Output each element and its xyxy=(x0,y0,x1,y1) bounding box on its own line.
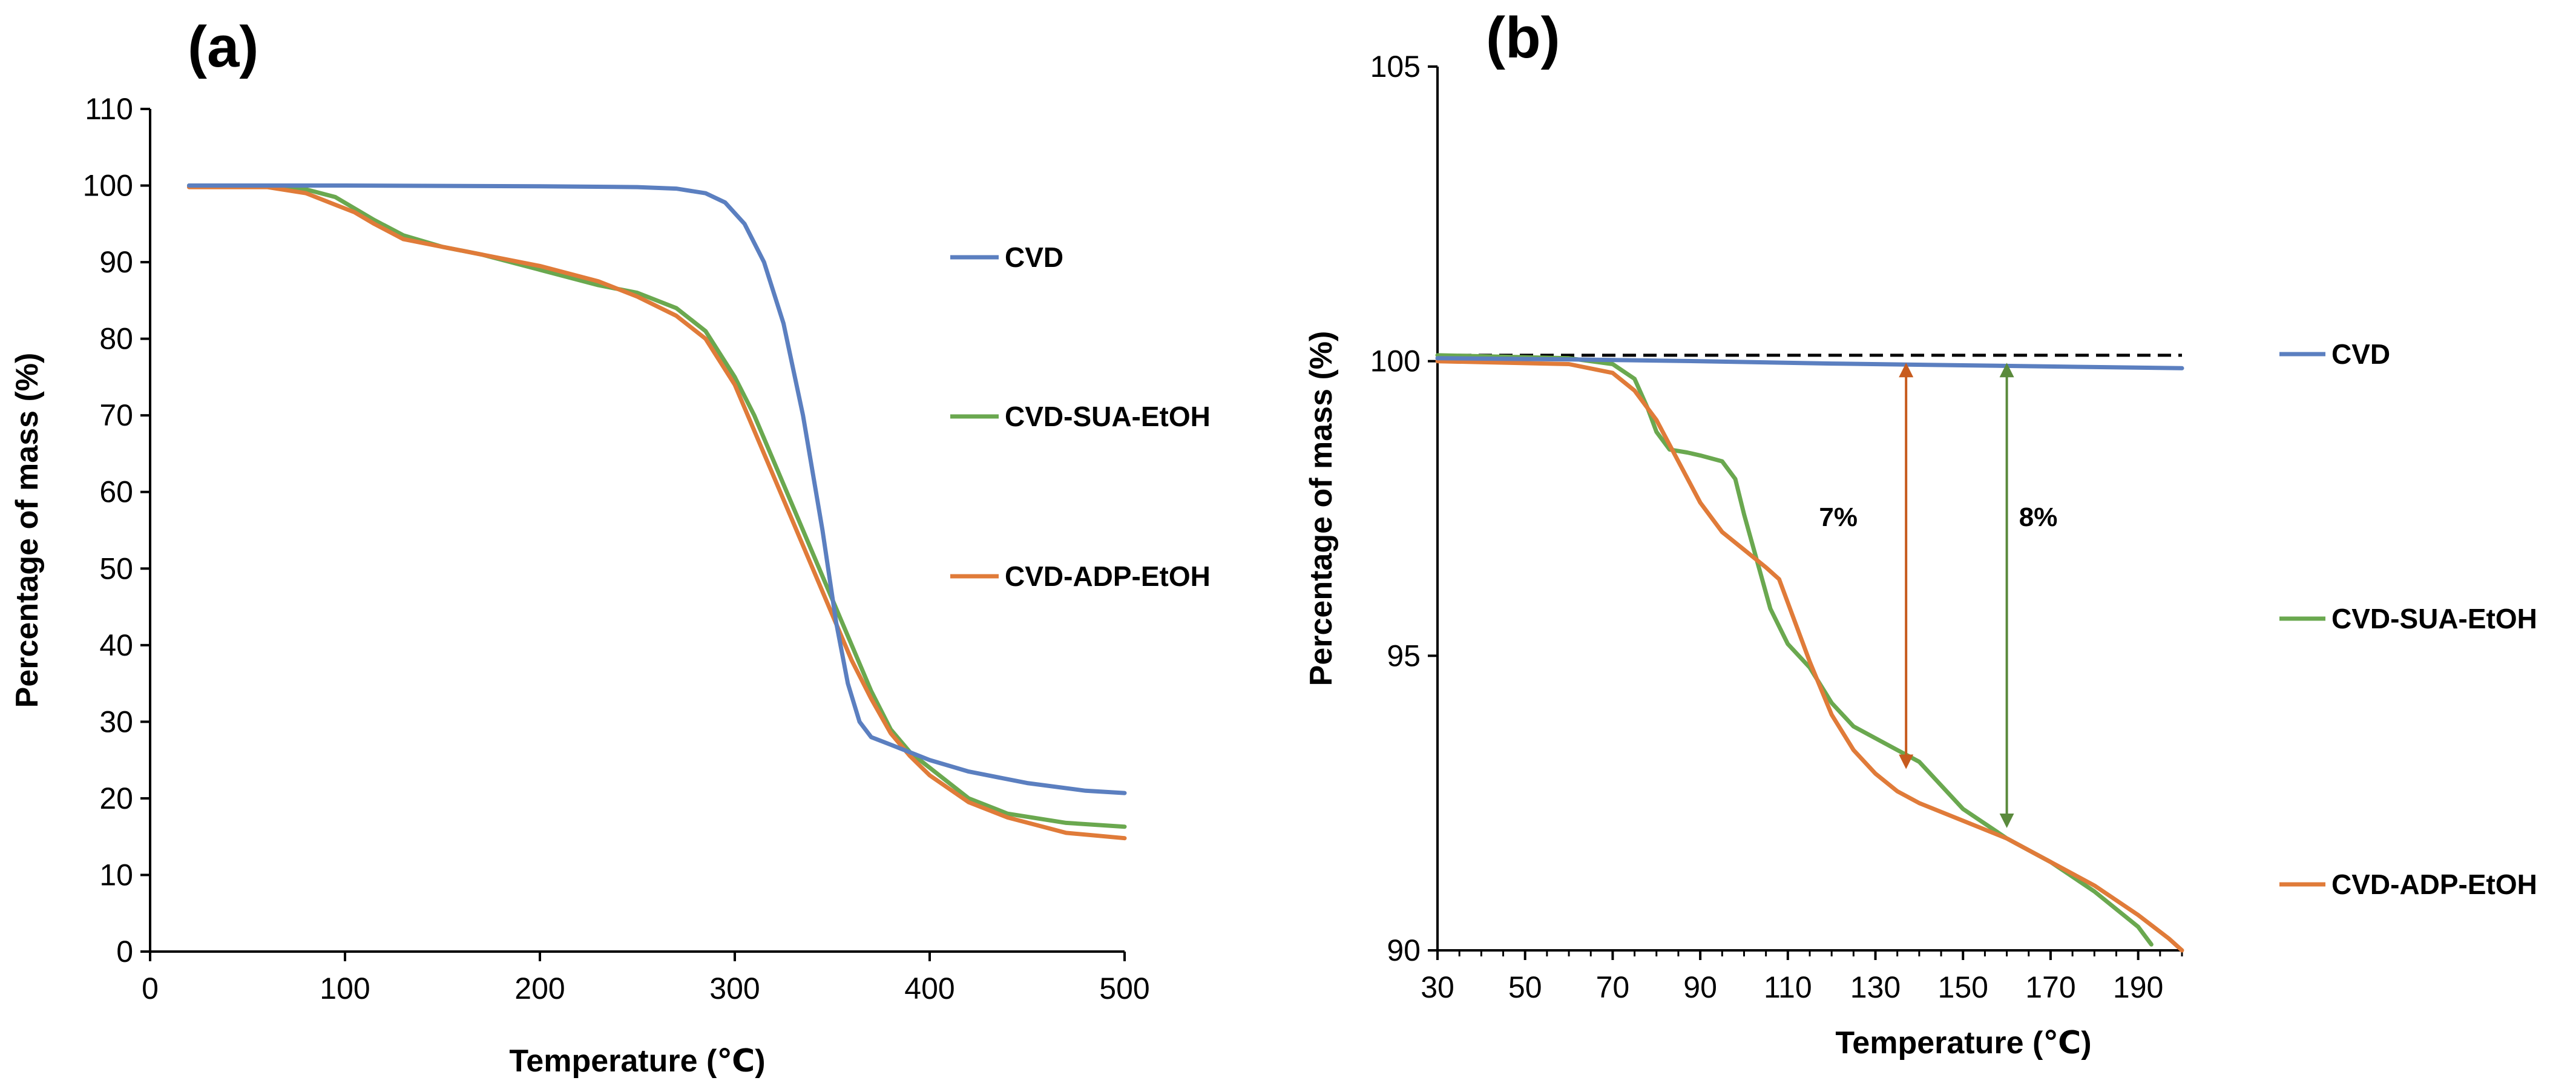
x-tick-label-a-200: 200 xyxy=(514,972,565,1005)
legend-b-label-cvd: CVD xyxy=(2331,338,2390,370)
series-line-a-cvd-adp-etoh xyxy=(186,185,1127,841)
x-tick-label-b-70: 70 xyxy=(1596,970,1630,1004)
y-tick-label-a-70: 70 xyxy=(99,398,133,432)
y-tick-label-a-90: 90 xyxy=(99,245,133,279)
y-tick-label-a-60: 60 xyxy=(99,475,133,509)
annotation-label-0: 7% xyxy=(1819,502,1858,532)
x-tick-label-b-150: 150 xyxy=(1938,970,1988,1004)
x-axis-title-b: Temperature (℃) xyxy=(1835,1025,2091,1061)
y-tick-label-a-100: 100 xyxy=(83,169,133,203)
legend-a-label-sua: CVD-SUA-EtOH xyxy=(1005,401,1211,432)
x-tick-label-b-90: 90 xyxy=(1683,970,1717,1004)
x-tick-label-a-0: 0 xyxy=(142,972,159,1005)
x-tick-label-b-110: 110 xyxy=(1764,970,1812,1004)
legend-a: CVD CVD-SUA-EtOH CVD-ADP-EtOH xyxy=(950,242,1211,592)
y-axis-title-a: Percentage of mass (%) xyxy=(10,353,45,708)
x-tick-label-b-130: 130 xyxy=(1850,970,1901,1004)
x-tick-label-b-30: 30 xyxy=(1421,970,1454,1004)
x-tick-label-a-500: 500 xyxy=(1099,972,1149,1005)
panel-b-label: (b) xyxy=(1486,5,1560,70)
x-tick-label-a-300: 300 xyxy=(709,972,760,1005)
y-tick-label-a-110: 110 xyxy=(85,92,133,126)
y-tick-label-a-20: 20 xyxy=(99,781,133,815)
x-tick-label-a-100: 100 xyxy=(320,972,370,1005)
chart-panel-b: (b) 90 95 100 105 30 50 70 90 110 130 150 170 190 7… xyxy=(1304,5,2537,1061)
x-tick-label-a-400: 400 xyxy=(904,972,954,1005)
series-line-a-cvd xyxy=(186,183,1127,795)
y-tick-label-a-0: 0 xyxy=(116,935,133,969)
series-line-b-cvd-adp-etoh xyxy=(1435,359,2184,953)
y-tick-label-b-105: 105 xyxy=(1370,50,1421,84)
y-tick-label-b-95: 95 xyxy=(1387,639,1421,673)
x-tick-label-b-50: 50 xyxy=(1508,970,1542,1004)
legend-b: CVD CVD-SUA-EtOH CVD-ADP-EtOH xyxy=(2279,338,2537,900)
legend-a-label-cvd: CVD xyxy=(1005,242,1063,273)
legend-a-label-adp: CVD-ADP-EtOH xyxy=(1005,561,1211,592)
annotation-label-1: 8% xyxy=(2019,502,2058,532)
y-tick-label-a-40: 40 xyxy=(99,628,133,662)
chart-panel-a: (a) 0 10 20 30 40 50 60 70 80 90 100 110 0 100 200 300… xyxy=(10,15,1211,1079)
legend-b-label-adp: CVD-ADP-EtOH xyxy=(2331,869,2537,900)
series-line-a-cvd-sua-etoh xyxy=(186,183,1127,829)
series-line-b-cvd xyxy=(1435,356,2184,370)
legend-b-label-sua: CVD-SUA-EtOH xyxy=(2331,603,2537,634)
y-tick-label-a-10: 10 xyxy=(99,858,133,892)
y-tick-label-a-80: 80 xyxy=(99,322,133,356)
y-axis-title-b: Percentage of mass (%) xyxy=(1304,331,1339,686)
y-tick-label-a-30: 30 xyxy=(99,705,133,738)
x-tick-label-b-170: 170 xyxy=(2025,970,2075,1004)
y-tick-label-a-50: 50 xyxy=(99,551,133,585)
x-axis-title-a: Temperature (℃) xyxy=(509,1044,765,1079)
y-tick-label-b-90: 90 xyxy=(1387,933,1421,967)
y-tick-label-b-100: 100 xyxy=(1370,344,1421,378)
panel-a-label: (a) xyxy=(188,15,258,79)
series-line-b-cvd-sua-etoh xyxy=(1435,353,2154,947)
x-tick-label-b-190: 190 xyxy=(2113,970,2163,1004)
